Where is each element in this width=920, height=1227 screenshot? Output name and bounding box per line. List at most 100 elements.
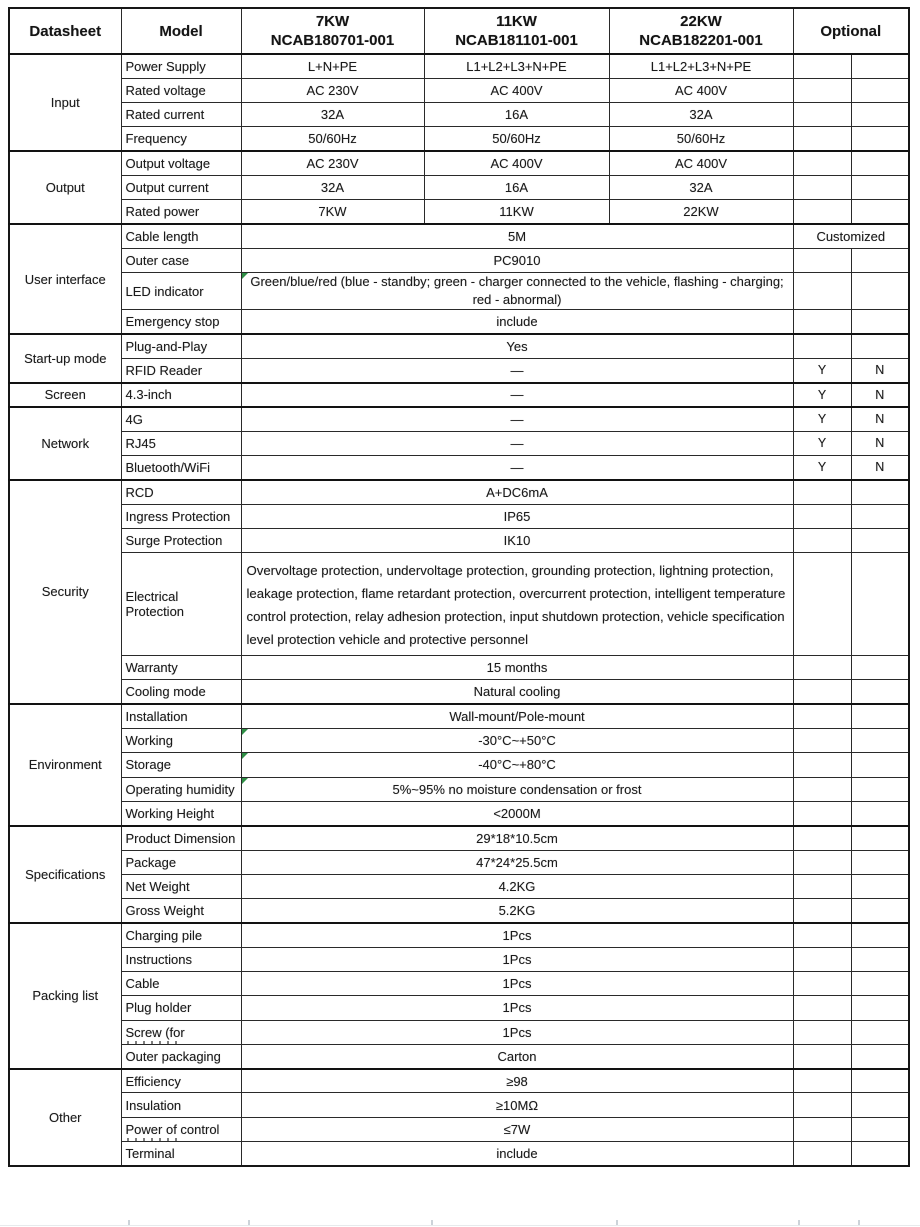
table-row: Outer packaging Carton bbox=[9, 1043, 910, 1070]
row-label-cell: Ingress Protection bbox=[120, 503, 242, 529]
value-cell: 5.2KG bbox=[240, 898, 794, 924]
row-label-cell: Installation bbox=[120, 703, 242, 730]
header-optional: Optional bbox=[792, 7, 910, 55]
value-cell: L1+L2+L3+N+PE bbox=[608, 52, 794, 79]
optional-cell bbox=[850, 703, 910, 730]
optional-cell bbox=[850, 995, 910, 1021]
table-row: Specifications Product Dimension 29*18*10.… bbox=[8, 824, 910, 924]
optional-cell bbox=[850, 873, 910, 900]
table-row: Emergency stop include bbox=[9, 309, 910, 335]
optional-y-cell: Y bbox=[792, 454, 852, 481]
row-label-cell: Package bbox=[120, 849, 242, 875]
row-label-cell: Operating humidity bbox=[120, 776, 242, 802]
table-row: Cable 1Pcs bbox=[9, 970, 910, 997]
value-cell: 32A bbox=[608, 102, 794, 128]
optional-cell bbox=[792, 655, 852, 681]
section-cell-input: Input bbox=[8, 52, 122, 152]
table-row: Working -30°C~+50°C bbox=[9, 728, 910, 754]
row-label-cell: Plug-and-Play bbox=[120, 332, 242, 359]
optional-cell bbox=[792, 126, 852, 152]
optional-cell bbox=[792, 150, 852, 176]
table-row: Storage -40°C~+80°C bbox=[9, 752, 910, 778]
value-cell: — bbox=[240, 454, 794, 481]
value-cell: 5M bbox=[240, 223, 794, 249]
artifact-line bbox=[798, 1220, 800, 1226]
value-cell: 1Pcs bbox=[240, 970, 794, 997]
artifact-line bbox=[128, 1220, 130, 1226]
table-row: Power of control ≤7W bbox=[9, 1116, 910, 1143]
optional-cell bbox=[792, 52, 852, 79]
optional-y-cell: Y bbox=[792, 357, 852, 384]
table-row: Screen 4.3-inch — Y N bbox=[8, 381, 910, 408]
section-cell-output: Output bbox=[8, 150, 122, 225]
optional-cell bbox=[850, 655, 910, 681]
optional-cell bbox=[792, 332, 852, 359]
row-label-cell: Outer case bbox=[120, 247, 242, 274]
optional-n-cell: N bbox=[850, 405, 910, 432]
row-label-cell: Storage bbox=[120, 752, 242, 778]
row-label-cell: 4.3-inch bbox=[120, 381, 242, 408]
optional-cell bbox=[850, 728, 910, 754]
value-cell: 50/60Hz bbox=[423, 126, 610, 152]
table-row: Packing list Charging pile 1Pcs bbox=[8, 921, 910, 1070]
row-label-cell: RCD bbox=[120, 478, 242, 505]
row-label-cell: Efficiency bbox=[120, 1067, 242, 1094]
optional-cell bbox=[792, 679, 852, 705]
value-cell: AC 400V bbox=[608, 150, 794, 176]
section-cell-other: Other bbox=[8, 1067, 122, 1167]
table-row: Input Power Supply L+N+PE L1+L2+L3+N+PE L1+L… bbox=[8, 52, 910, 152]
value-cell: include bbox=[240, 309, 794, 335]
table-row: Other Efficiency ≥98 bbox=[8, 1067, 910, 1167]
datasheet-table: Datasheet Model 7KW NCAB180701-001 11KW … bbox=[8, 7, 911, 1167]
optional-cell bbox=[850, 1067, 910, 1094]
optional-cell bbox=[792, 309, 852, 335]
optional-cell bbox=[792, 552, 852, 657]
table-row: Surge Protection IK10 bbox=[9, 527, 910, 554]
row-label-cell: Power of control bbox=[120, 1116, 242, 1143]
optional-cell bbox=[850, 1141, 910, 1167]
section-cell-specifications: Specifications bbox=[8, 824, 122, 924]
model-code: NCAB180701-001 bbox=[270, 32, 395, 49]
row-label-cell: Rated voltage bbox=[120, 77, 242, 104]
table-row: Warranty 15 months bbox=[9, 655, 910, 681]
row-label-cell: Instructions bbox=[120, 946, 242, 973]
value-cell: 16A bbox=[423, 174, 610, 201]
optional-cell bbox=[850, 824, 910, 851]
table-row: Bluetooth/WiFi — Y N bbox=[9, 454, 910, 481]
optional-cell bbox=[792, 995, 852, 1021]
table-row: Ingress Protection IP65 bbox=[9, 503, 910, 529]
value-cell: 15 months bbox=[240, 655, 794, 681]
value-cell: 7KW bbox=[240, 199, 425, 225]
optional-cell bbox=[792, 1092, 852, 1118]
value-cell: -30°C~+50°C bbox=[240, 728, 794, 754]
value-cell: Carton bbox=[240, 1043, 794, 1070]
optional-cell bbox=[850, 52, 910, 79]
optional-cell bbox=[792, 946, 852, 973]
value-cell: 1Pcs bbox=[240, 921, 794, 948]
value-cell: L+N+PE bbox=[240, 52, 425, 79]
value-cell: PC9010 bbox=[240, 247, 794, 274]
optional-y-cell: Y bbox=[792, 430, 852, 456]
table-row: Outer case PC9010 bbox=[9, 247, 910, 274]
value-cell: Overvoltage protection, undervoltage pro… bbox=[240, 552, 794, 657]
model-power: 11KW bbox=[496, 13, 537, 30]
row-label-cell: 4G bbox=[120, 405, 242, 432]
value-cell: include bbox=[240, 1141, 794, 1167]
optional-cell bbox=[850, 849, 910, 875]
optional-cell bbox=[850, 503, 910, 529]
table-row: Screw (for 1Pcs bbox=[9, 1019, 910, 1045]
value-cell: 47*24*25.5cm bbox=[240, 849, 794, 875]
row-label-cell: Cable length bbox=[120, 223, 242, 249]
row-label-cell: Cooling mode bbox=[120, 679, 242, 705]
optional-cell bbox=[792, 1019, 852, 1045]
optional-cell bbox=[850, 970, 910, 997]
optional-cell bbox=[792, 102, 852, 128]
table-row: Instructions 1Pcs bbox=[9, 946, 910, 973]
table-row: Plug holder 1Pcs bbox=[9, 995, 910, 1021]
optional-y-cell: Y bbox=[792, 405, 852, 432]
optional-cell bbox=[792, 849, 852, 875]
value-cell: 50/60Hz bbox=[608, 126, 794, 152]
value-cell: 1Pcs bbox=[240, 995, 794, 1021]
row-label-cell: Terminal bbox=[120, 1141, 242, 1167]
value-cell: — bbox=[240, 357, 794, 384]
